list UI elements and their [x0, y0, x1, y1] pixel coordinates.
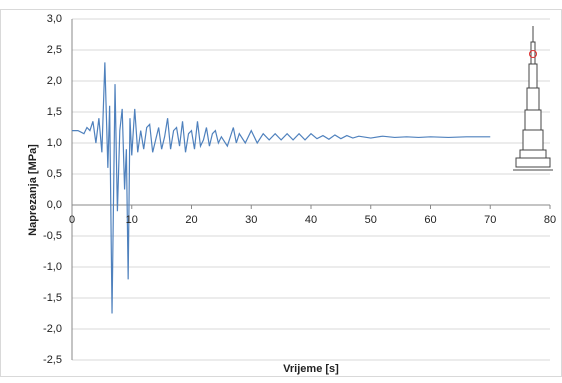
- x-tick-label: 80: [544, 214, 556, 226]
- y-tick-label: 2,5: [47, 44, 62, 56]
- x-tick-label: 70: [484, 214, 496, 226]
- tower-icon: [513, 26, 553, 171]
- x-axis-title: Vrijeme [s]: [283, 363, 339, 375]
- x-tick-label: 30: [245, 214, 257, 226]
- y-tick-label: -0,5: [43, 230, 62, 242]
- y-tick-label: 3,0: [47, 13, 62, 25]
- x-tick-label: 10: [126, 214, 138, 226]
- y-tick-label: -2,5: [43, 354, 62, 366]
- y-tick-label: -1,0: [43, 261, 62, 273]
- grid: [71, 18, 551, 361]
- plot: [72, 62, 491, 314]
- y-axis-title: Naprezanja [MPa]: [27, 144, 39, 236]
- y-tick-label: -2,0: [43, 323, 62, 335]
- x-tick-label: 0: [69, 214, 75, 226]
- y-tick-label: -1,5: [43, 292, 62, 304]
- y-tick-label: 2,0: [47, 75, 62, 87]
- y-tick-label: 0,5: [47, 168, 62, 180]
- chart-border: [0, 9, 562, 377]
- x-tick-label: 40: [305, 214, 317, 226]
- x-tick-label: 20: [185, 214, 197, 226]
- y-tick-label: 1,5: [47, 106, 62, 118]
- x-tick-label: 50: [365, 214, 377, 226]
- x-tick-label: 60: [424, 214, 436, 226]
- y-tick-label: 1,0: [47, 137, 62, 149]
- data-line: [72, 62, 491, 314]
- y-tick-label: 0,0: [47, 199, 62, 211]
